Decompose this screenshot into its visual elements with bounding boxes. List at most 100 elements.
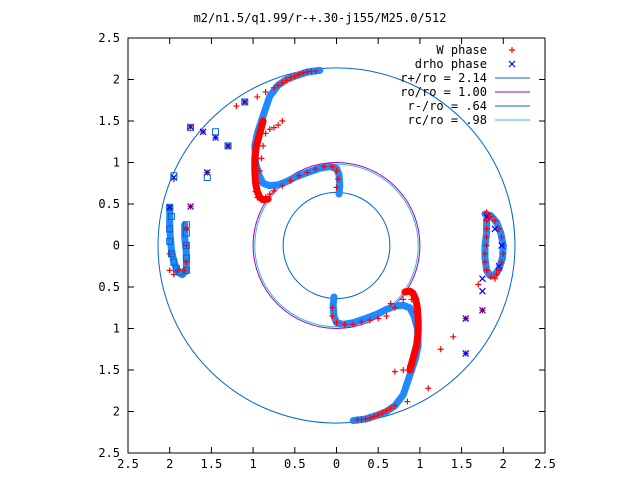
w-phase-point (256, 167, 263, 174)
square-point (166, 225, 174, 233)
drho-phase-point (166, 203, 174, 211)
w-phase-point (493, 271, 500, 278)
w-phase-point (487, 213, 494, 220)
w-phase-point (387, 300, 394, 307)
legend-label: r-/ro = .64 (408, 99, 487, 113)
drho-phase-point (479, 306, 486, 314)
square-point (203, 173, 211, 181)
w-phase-point (415, 321, 422, 328)
w-phase-point (412, 346, 419, 353)
w-phase-point (320, 163, 327, 170)
w-phase-point (304, 69, 311, 76)
w-phase-point (270, 84, 277, 91)
w-phase-point (450, 333, 457, 340)
square-point (187, 124, 195, 132)
w-phase-point (371, 413, 378, 420)
x-tick-label: 1.5 (201, 457, 223, 471)
w-phase-point (166, 267, 173, 274)
y-tick-label: 1 (113, 322, 120, 336)
square-point (170, 172, 178, 180)
w-phase-point (287, 177, 294, 184)
w-phase-point (266, 126, 273, 133)
w-phase-point (333, 167, 340, 174)
w-phase-point (391, 368, 398, 375)
w-phase-point (500, 250, 507, 257)
w-phase-point (404, 398, 411, 405)
x-tick-label: 2.5 (534, 457, 556, 471)
w-phase-point (483, 217, 490, 224)
x-tick-label: 1 (416, 457, 423, 471)
x-tick-label: 2 (166, 457, 173, 471)
circle-r+ro (157, 67, 516, 424)
square-point (167, 212, 175, 220)
w-phase-point (496, 267, 503, 274)
w-phase-point (170, 271, 177, 278)
x-tick-label: 0.5 (284, 457, 306, 471)
x-tick-label: 2 (500, 457, 507, 471)
y-tick-label: 0.5 (98, 197, 120, 211)
w-phase-point (487, 274, 494, 281)
w-phase-point (183, 259, 190, 266)
drho-phase-point (483, 213, 491, 220)
w-phase-point (295, 71, 302, 78)
drho-phase-point (479, 275, 486, 283)
w-phase-point (262, 88, 269, 95)
w-phase-point (387, 405, 394, 412)
square-point (224, 142, 232, 150)
square-point (182, 242, 190, 249)
w-phase-point (400, 296, 407, 303)
drho-phase-point (187, 203, 194, 210)
w-phase-point (270, 187, 277, 194)
circle-rcro (254, 163, 419, 328)
w-phase-point (491, 217, 498, 224)
w-phase-point (183, 225, 190, 232)
w-phase-point (295, 172, 302, 179)
circle-r-ro (282, 191, 391, 300)
w-phase-point (333, 319, 340, 326)
w-phase-point (335, 176, 342, 183)
square-point (170, 258, 178, 266)
drho-phase-point (491, 225, 499, 233)
legend-label: ro/ro = 1.00 (400, 85, 487, 99)
legend-label: rc/ro = .98 (408, 113, 487, 127)
w-phase-point (254, 194, 261, 201)
w-phase-point (408, 296, 415, 303)
phase-band (401, 287, 422, 374)
w-phase-point (383, 407, 390, 414)
w-phase-point (400, 367, 407, 373)
legend-label: W phase (436, 43, 487, 57)
x-tick-label: 0.5 (367, 457, 389, 471)
w-phase-point (183, 242, 190, 249)
square-point (182, 254, 190, 262)
y-tick-label: 2.5 (98, 446, 120, 460)
square-point (166, 203, 174, 211)
square-point (182, 229, 190, 237)
w-phase-point (410, 357, 417, 364)
w-phase-point (362, 415, 369, 422)
x-tick-label: 0 (333, 457, 340, 471)
w-phase-point (254, 180, 261, 187)
drho-phase-point (498, 242, 506, 249)
w-phase-point (291, 73, 298, 80)
y-tick-label: 2 (113, 73, 120, 87)
w-phase-point (383, 313, 390, 320)
w-phase-point (341, 321, 348, 328)
w-phase-point (333, 184, 340, 191)
circle-roro (252, 162, 421, 329)
w-phase-point (406, 362, 413, 369)
y-tick-label: 1.5 (98, 114, 120, 128)
square-point (241, 98, 249, 106)
y-tick-label: 2 (113, 405, 120, 419)
w-phase-point (175, 267, 182, 274)
drho-phase-point (479, 287, 486, 295)
w-phase-point (498, 234, 505, 241)
drho-phase-point (212, 134, 219, 142)
w-phase-point (350, 321, 357, 328)
w-phase-point (481, 250, 488, 257)
drho-phase-point (508, 60, 516, 68)
drho-phase-point (495, 262, 503, 270)
w-phase-point (275, 122, 282, 129)
w-phase-point (308, 68, 315, 75)
w-phase-point (483, 242, 490, 249)
